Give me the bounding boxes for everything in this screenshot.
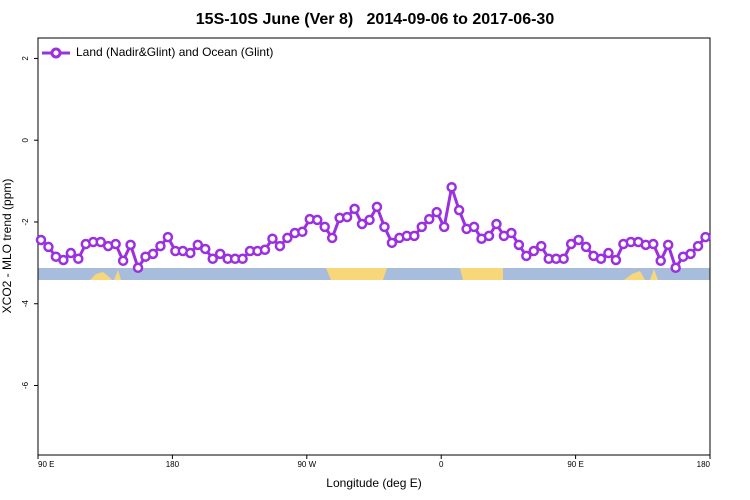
data-point	[685, 248, 696, 260]
data-point	[274, 240, 286, 252]
data-point	[424, 213, 435, 225]
data-point	[155, 240, 166, 252]
data-point	[506, 227, 517, 239]
data-point	[513, 239, 525, 251]
legend-marker	[50, 47, 62, 59]
legend-label: Land (Nadir&Glint) and Ocean (Glint)	[76, 45, 273, 59]
data-point	[603, 247, 614, 259]
data-point	[259, 244, 271, 256]
data-point	[379, 221, 390, 233]
chart-title: 15S-10S June (Ver 8) 2014-09-06 to 2017-…	[196, 11, 555, 28]
legend: Land (Nadir&Glint) and Ocean (Glint)	[42, 45, 273, 59]
land-region	[90, 272, 112, 280]
data-point	[43, 241, 54, 253]
x-tick-label: 90 W	[297, 460, 316, 469]
data-point	[267, 233, 278, 244]
data-point	[147, 248, 159, 260]
land-region	[650, 269, 658, 280]
data-point	[207, 253, 218, 265]
land-region	[114, 270, 121, 280]
data-point	[700, 231, 711, 243]
x-tick-label: 180	[166, 460, 180, 469]
data-point	[319, 221, 330, 233]
y-tick-label: 2	[21, 56, 30, 61]
land-region	[460, 268, 503, 280]
data-point	[192, 239, 204, 251]
x-tick-label: 90 E	[38, 460, 54, 469]
data-point	[132, 262, 144, 274]
data-point	[438, 221, 450, 233]
y-tick-label: 0	[21, 137, 30, 142]
land-region	[326, 268, 387, 280]
data-point	[483, 230, 495, 242]
data-point	[528, 245, 540, 257]
x-tick-label: 90 E	[567, 460, 583, 469]
data-point	[431, 206, 442, 218]
data-point	[648, 238, 659, 250]
data-point	[117, 255, 129, 267]
y-tick-label: -6	[21, 381, 30, 389]
data-point	[110, 238, 121, 250]
data-point	[655, 255, 666, 267]
data-point	[573, 234, 584, 246]
data-point	[356, 218, 368, 230]
data-point	[662, 239, 674, 251]
data-point	[521, 250, 532, 262]
data-point	[595, 253, 607, 265]
data-point	[409, 230, 420, 242]
data-point	[200, 243, 211, 255]
data-point	[491, 218, 502, 230]
y-axis-label: XCO2 - MLO trend (ppm)	[0, 179, 14, 314]
y-tick-label: -4	[21, 300, 30, 308]
data-point	[282, 232, 293, 244]
plot-frame	[37, 37, 711, 456]
data-point	[73, 253, 84, 265]
data-point	[185, 247, 196, 259]
data-point	[371, 201, 383, 213]
data-point	[416, 221, 428, 233]
data-point	[312, 214, 323, 226]
surface-strip	[38, 268, 710, 280]
data-point	[453, 204, 465, 216]
x-axis-label: Longitude (deg E)	[326, 476, 421, 490]
x-tick-label: 180	[697, 460, 711, 469]
data-point	[670, 262, 681, 274]
data-point	[610, 254, 622, 266]
data-point	[125, 239, 136, 251]
x-tick-label: 0	[439, 460, 444, 469]
land-region	[624, 271, 645, 280]
data-point	[692, 240, 704, 252]
data-point	[162, 231, 174, 243]
data-point	[446, 181, 457, 193]
y-tick-label: -2	[21, 218, 30, 226]
data-point	[65, 247, 77, 259]
data-point	[565, 238, 577, 250]
data-point	[95, 236, 106, 248]
data-point	[468, 221, 480, 233]
data-point	[536, 240, 547, 252]
data-point	[326, 232, 338, 244]
data-point	[364, 214, 375, 226]
data-point	[297, 226, 308, 238]
data-point	[237, 253, 248, 265]
data-point	[58, 254, 69, 266]
data-point	[580, 241, 592, 253]
data-point	[349, 203, 360, 215]
data-point	[341, 211, 353, 223]
data-point	[35, 234, 47, 246]
data-point	[386, 237, 398, 249]
data-point	[214, 248, 226, 260]
data-point	[558, 253, 569, 265]
